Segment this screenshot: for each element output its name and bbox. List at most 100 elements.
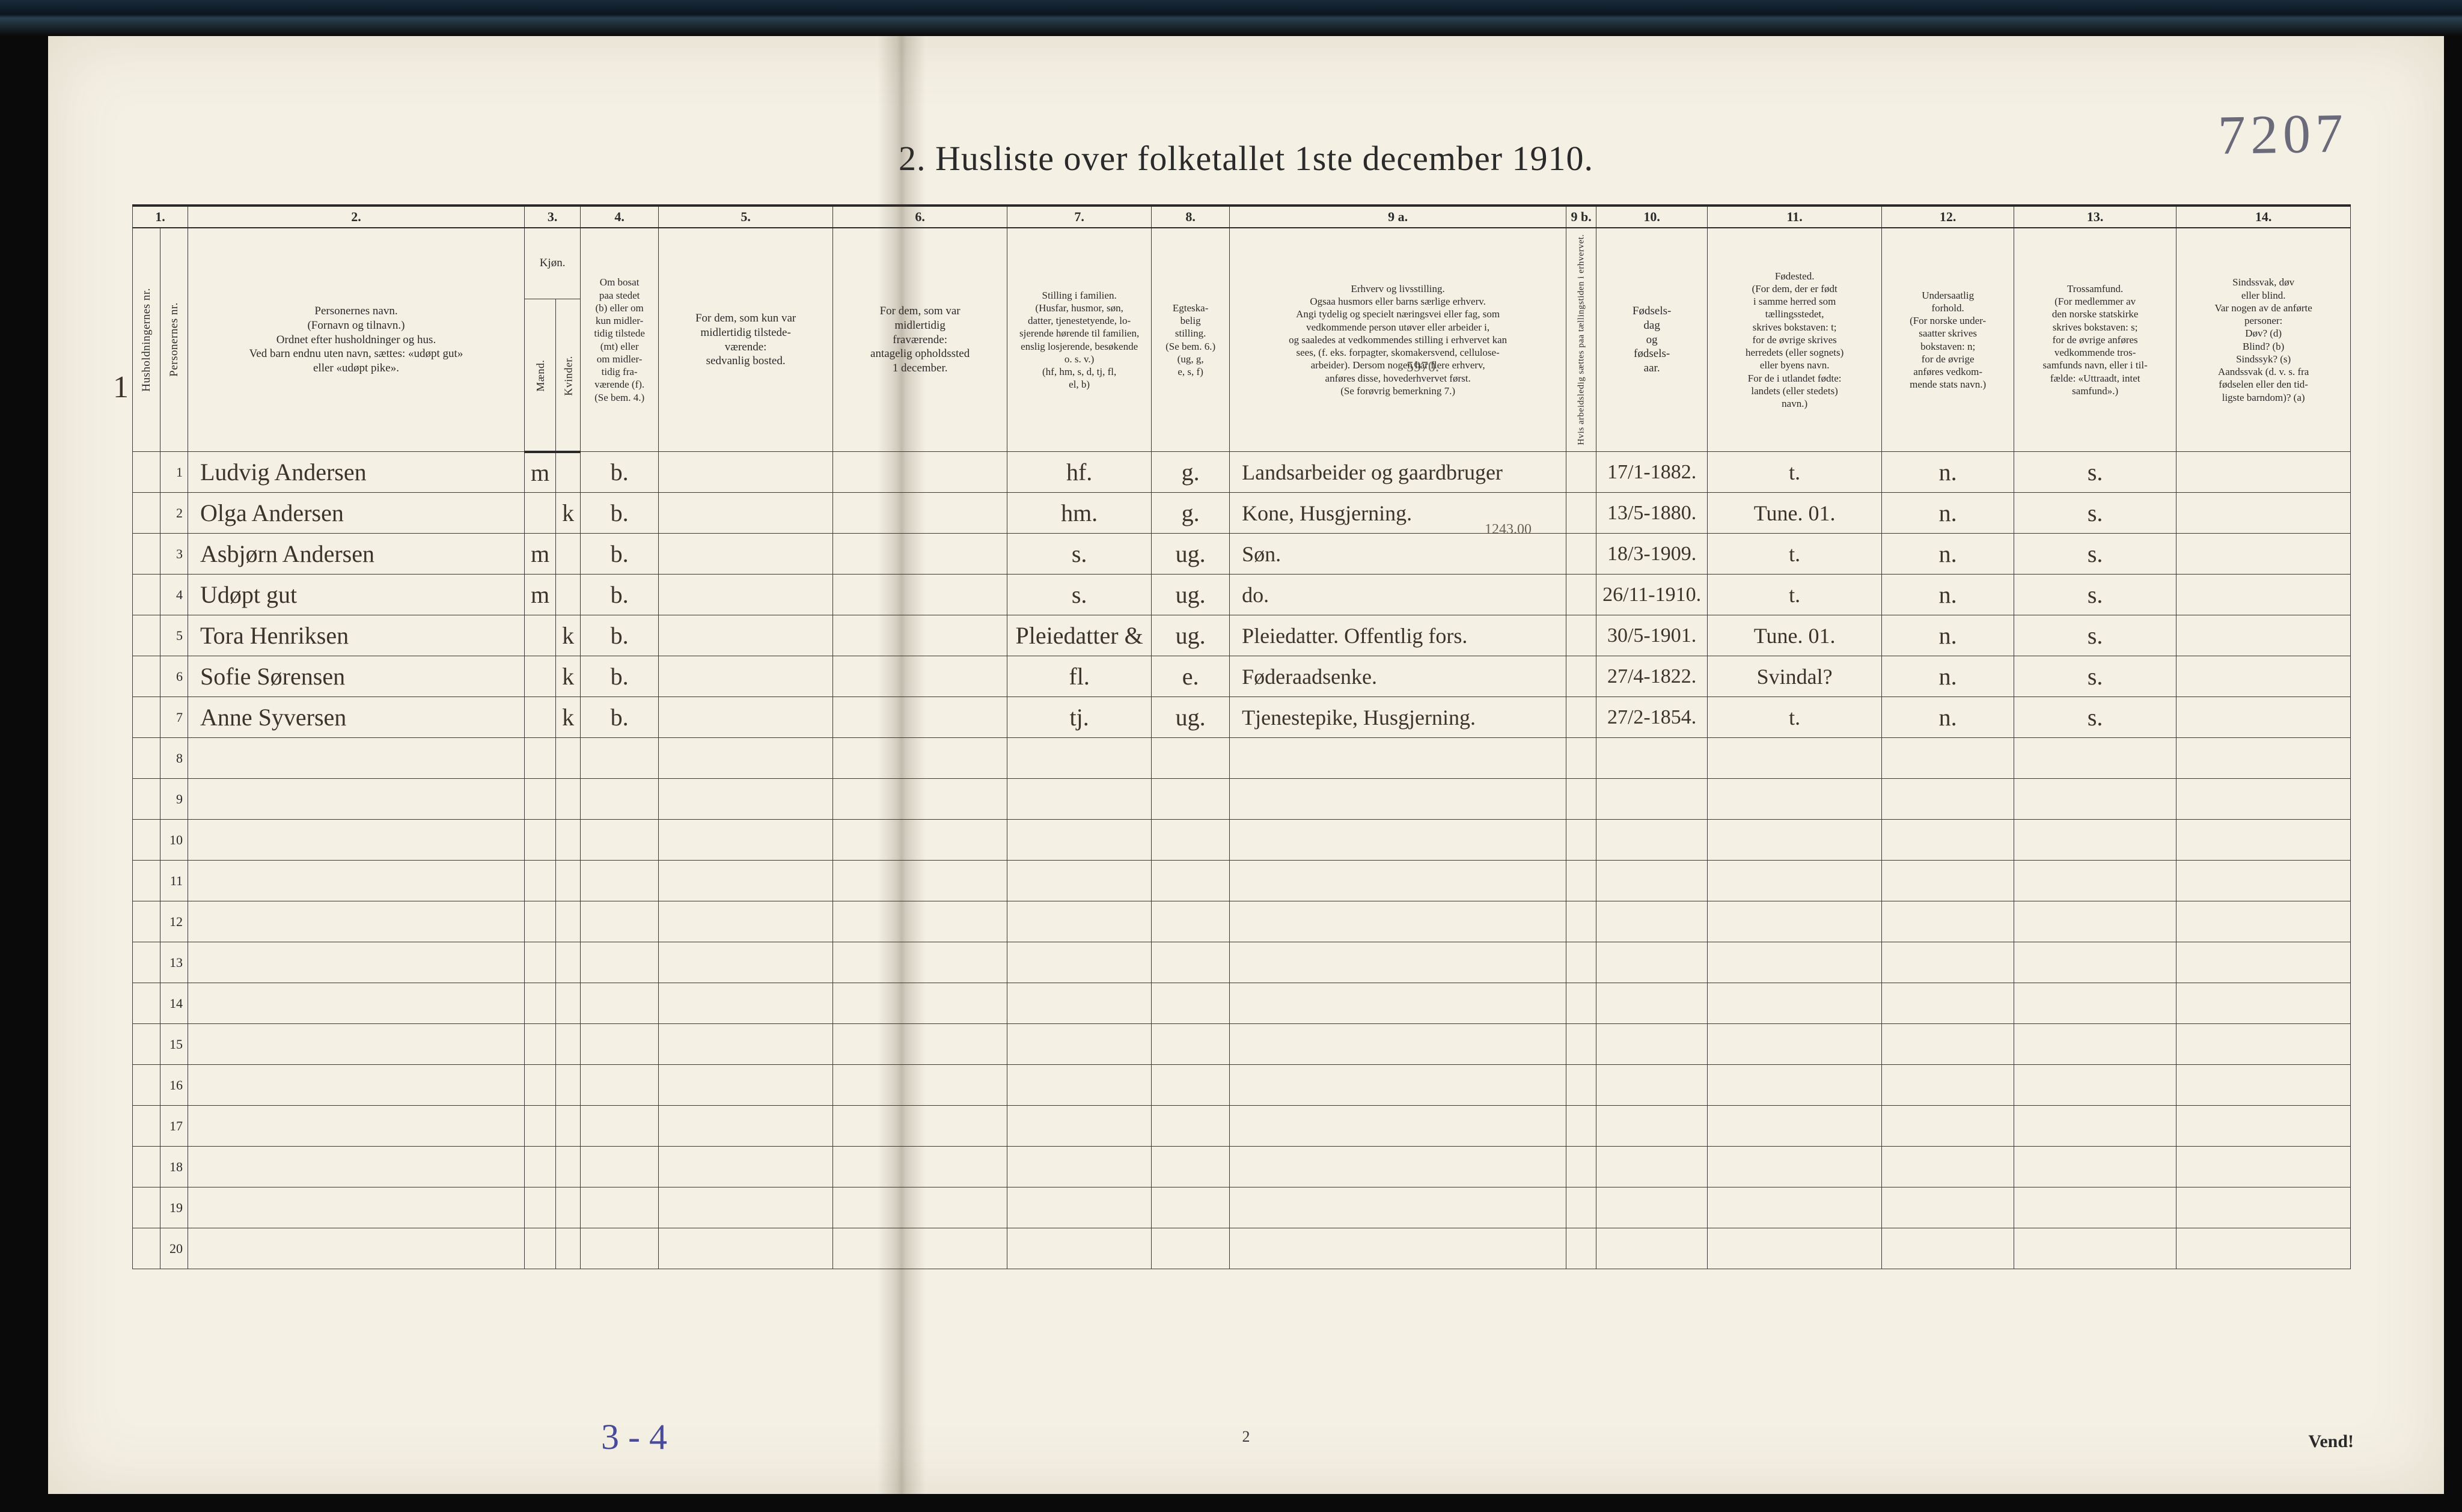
- cell-empty: [1708, 1024, 1882, 1065]
- cell-empty: [659, 942, 833, 983]
- cell-empty: [1882, 942, 2014, 983]
- cell-person-no: 8: [160, 738, 188, 779]
- cell-person-no: 4: [160, 575, 188, 615]
- cell-sex-m: m: [525, 575, 556, 615]
- cell-empty: [525, 820, 556, 861]
- cell-birthplace: Svindal?: [1708, 656, 1882, 697]
- cell-household-no: [133, 615, 160, 656]
- table-row-empty: 20: [133, 1228, 2351, 1269]
- cell-sex-m: [525, 615, 556, 656]
- cell-empty: [1882, 1228, 2014, 1269]
- cell-empty: [833, 1228, 1007, 1269]
- cell-birthplace: Tune. 01.: [1708, 615, 1882, 656]
- turn-over-label: Vend!: [2308, 1431, 2354, 1452]
- cell-nationality: n.: [1882, 493, 2014, 534]
- cell-empty: [1566, 861, 1596, 901]
- cell-empty: [1596, 779, 1708, 820]
- cell-empty: [1007, 1024, 1152, 1065]
- cell-disability: [2176, 697, 2351, 738]
- cell-empty: [659, 1147, 833, 1187]
- colnum-9b: 9 b.: [1566, 206, 1596, 228]
- cell-birthdate: 17/1-1882.: [1596, 452, 1708, 493]
- census-table: 1. 2. 3. 4. 5. 6. 7. 8. 9 a. 9 b. 10. 11…: [132, 204, 2351, 1269]
- table-row-empty: 19: [133, 1187, 2351, 1228]
- cell-empty: [556, 779, 581, 820]
- hdr-marital: Egteska- belig stilling. (Se bem. 6.) (u…: [1152, 228, 1230, 452]
- cell-family-position: Pleiedatter &: [1007, 615, 1152, 656]
- cell-empty: [188, 1147, 525, 1187]
- cell-unemployed: [1566, 575, 1596, 615]
- cell-empty: [833, 942, 1007, 983]
- cell-unemployed: [1566, 615, 1596, 656]
- cell-empty: [556, 1147, 581, 1187]
- table-row: 5Tora Henriksenkb.Pleiedatter &ug.Pleied…: [133, 615, 2351, 656]
- cell-empty: [1230, 861, 1566, 901]
- cell-empty: [2176, 1228, 2351, 1269]
- cell-empty: [1566, 1024, 1596, 1065]
- cell-empty: [2176, 1147, 2351, 1187]
- cell-empty: [1230, 738, 1566, 779]
- cell-birthplace: t.: [1708, 534, 1882, 575]
- cell-empty: [581, 820, 659, 861]
- cell-nationality: n.: [1882, 697, 2014, 738]
- cell-empty: [1152, 779, 1230, 820]
- cell-nationality: n.: [1882, 534, 2014, 575]
- cell-empty: [188, 1065, 525, 1106]
- household-number-mark: 1: [113, 370, 129, 405]
- cell-empty: [1007, 1228, 1152, 1269]
- header-row-1: Husholdningernes nr. Personernes nr. Per…: [133, 228, 2351, 299]
- cell-person-no: 1: [160, 452, 188, 493]
- cell-empty: [1152, 1187, 1230, 1228]
- cell-person-no: 6: [160, 656, 188, 697]
- hdr-nationality: Undersaatlig forhold. (For norske under-…: [1882, 228, 2014, 452]
- cell-empty: [1566, 779, 1596, 820]
- table-row-empty: 12: [133, 901, 2351, 942]
- cell-empty: [1566, 901, 1596, 942]
- cell-marital: ug.: [1152, 697, 1230, 738]
- cell-empty: [581, 1187, 659, 1228]
- cell-empty: [1882, 1024, 2014, 1065]
- cell-empty: [2014, 779, 2176, 820]
- cell-unemployed: [1566, 656, 1596, 697]
- cell-empty: [556, 1228, 581, 1269]
- cell-empty: [833, 820, 1007, 861]
- cell-empty: [1596, 1024, 1708, 1065]
- cell-empty: [659, 1187, 833, 1228]
- cell-empty: [556, 820, 581, 861]
- cell-empty: [1596, 1228, 1708, 1269]
- cell-nationality: n.: [1882, 452, 2014, 493]
- hdr-birthplace: Fødested. (For dem, der er født i samme …: [1708, 228, 1882, 452]
- cell-marital: g.: [1152, 452, 1230, 493]
- colnum-12: 12.: [1882, 206, 2014, 228]
- cell-empty: [581, 738, 659, 779]
- cell-person-no: 16: [160, 1065, 188, 1106]
- cell-empty: [525, 1024, 556, 1065]
- cell-disability: [2176, 493, 2351, 534]
- cell-sex-m: m: [525, 452, 556, 493]
- cell-temp-absent: [833, 452, 1007, 493]
- cell-temp-absent: [833, 493, 1007, 534]
- cell-occupation: Pleiedatter. Offentlig fors.: [1230, 615, 1566, 656]
- colnum-11: 11.: [1708, 206, 1882, 228]
- cell-household-no: [133, 1228, 160, 1269]
- hdr-occupation: Erhverv og livsstilling. Ogsaa husmors e…: [1230, 228, 1566, 452]
- cell-empty: [2014, 820, 2176, 861]
- census-page: 7207 2. Husliste over folketallet 1ste d…: [48, 36, 2444, 1494]
- data-body: 1Ludvig Andersenmb.hf.g.Landsarbeider og…: [133, 452, 2351, 738]
- column-number-row: 1. 2. 3. 4. 5. 6. 7. 8. 9 a. 9 b. 10. 11…: [133, 206, 2351, 228]
- cell-empty: [1708, 820, 1882, 861]
- cell-empty: [1708, 942, 1882, 983]
- cell-occupation: do.: [1230, 575, 1566, 615]
- table-row-empty: 11: [133, 861, 2351, 901]
- cell-family-position: hm.: [1007, 493, 1152, 534]
- cell-empty: [556, 1065, 581, 1106]
- cell-empty: [525, 1106, 556, 1147]
- cell-temp-present: [659, 534, 833, 575]
- colnum-9a: 9 a.: [1230, 206, 1566, 228]
- page-number-bottom: 2: [48, 1428, 2444, 1446]
- cell-empty: [1007, 1147, 1152, 1187]
- cell-occupation: Kone, Husgjerning.: [1230, 493, 1566, 534]
- cell-empty: [1007, 1065, 1152, 1106]
- cell-empty: [1882, 1106, 2014, 1147]
- cell-empty: [581, 1147, 659, 1187]
